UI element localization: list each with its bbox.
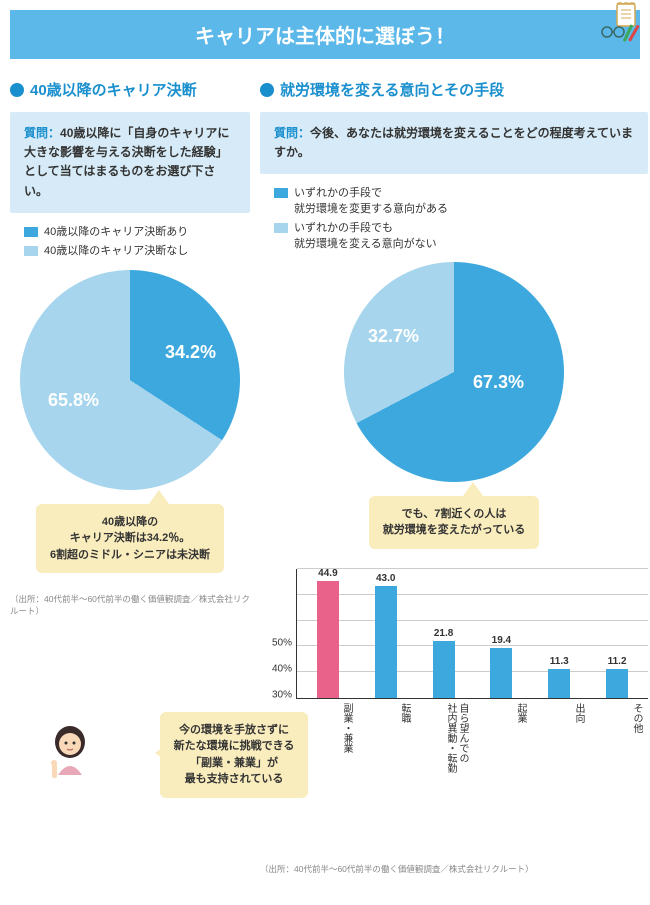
bar-labels: 副業・兼業転職自ら望んでの社内異動・転勤起業出向その他 [296,699,648,773]
left-question-box: 質問：40歳以降に「自身のキャリアに大きな影響を与える決断をした経験」として当て… [10,112,250,213]
bullet-icon [10,83,24,97]
right-question-box: 質問：今後、あなたは就労環境を変えることをどの程度考えていますか。 [260,112,648,174]
bar-chart: 0%10%20%30%40%50% 44.943.021.819.411.311… [260,569,648,773]
right-legend: いずれかの手段で就労環境を変更する意向がある いずれかの手段でも就労環境を変える… [274,186,648,252]
legend-label: 40歳以降のキャリア決断なし [44,244,188,259]
right-section-title: 就労環境を変える意向とその手段 [260,79,648,100]
person-avatar-icon [40,720,100,790]
page-header: キャリアは主体的に選ぼう！ [10,10,640,59]
left-pie: 34.2% 65.8% [10,270,250,490]
bar [548,669,570,698]
y-tick-label: 50% [272,637,292,648]
bar-value-label: 11.2 [608,656,627,667]
left-section-title: 40歳以降のキャリア決断 [10,79,250,100]
legend-label: 40歳以降のキャリア決断あり [44,225,188,240]
legend-label: いずれかの手段でも就労環境を変える意向がない [294,221,437,252]
bar-label: 起業 [476,703,526,773]
legend-label: いずれかの手段で就労環境を変更する意向がある [294,186,448,217]
bar-column: 19.4 [476,635,526,698]
right-column: 就労環境を変える意向とその手段 質問：今後、あなたは就労環境を変えることをどの程… [260,79,648,875]
right-q-text: 今後、あなたは就労環境を変えることをどの程度考えていますか。 [274,126,633,159]
left-legend: 40歳以降のキャリア決断あり 40歳以降のキャリア決断なし [24,225,250,260]
right-q-label: 質問： [274,126,310,140]
bar-label: その他 [592,703,642,773]
legend-swatch [24,227,38,237]
bar-value-label: 43.0 [376,573,395,584]
right-title-text: 就労環境を変える意向とその手段 [280,79,504,100]
bar-column: 21.8 [419,628,469,698]
right-pie: 67.3% 32.7% [334,262,574,482]
pie-slice-label: 67.3% [473,372,524,393]
bar-value-label: 21.8 [434,628,453,639]
legend-swatch [274,188,288,198]
pie-slice-label: 65.8% [48,390,99,411]
legend-swatch [274,223,288,233]
bar [375,586,397,698]
left-source: （出所：40代前半～60代前半の働く価値観調査／株式会社リクルート） [10,593,250,617]
y-tick-label: 30% [272,689,292,700]
left-q-label: 質問： [24,126,60,140]
header-title: キャリアは主体的に選ぼう！ [195,26,455,48]
left-callout: 40歳以降のキャリア決断は34.2％。6割超のミドル・シニアは未決断 [36,504,224,574]
bar [490,648,512,698]
bottom-callout: 今の環境を手放さずに新たな環境に挑戦できる「副業・兼業」が最も支持されている [160,712,309,798]
header-decor-icons [595,2,645,42]
bar-label: 副業・兼業 [302,703,352,773]
left-title-text: 40歳以降のキャリア決断 [30,79,197,100]
bar-label: 出向 [534,703,584,773]
callout-text: 40歳以降のキャリア決断は34.2％。6割超のミドル・シニアは未決断 [50,516,210,561]
bar-label: 転職 [360,703,410,773]
bar-column: 11.2 [592,656,642,698]
bar [606,669,628,698]
bar-value-label: 11.3 [550,656,569,667]
pie-slice-label: 32.7% [368,326,419,347]
callout-text: でも、7割近くの人は就労環境を変えたがっている [383,508,525,537]
right-callout: でも、7割近くの人は就労環境を変えたがっている [369,496,539,549]
callout-text: 今の環境を手放さずに新たな環境に挑戦できる「副業・兼業」が最も支持されている [174,724,295,786]
bar-column: 43.0 [361,573,411,698]
bar-column: 11.3 [534,656,584,698]
bar-column: 44.9 [303,568,353,698]
bar-label: 自ら望んでの社内異動・転勤 [418,703,468,773]
bar-value-label: 44.9 [318,568,337,579]
bars-area: 44.9 43.0 21.8 19.4 11.3 11.2 [296,569,648,699]
bar [433,641,455,698]
bullet-icon [260,83,274,97]
pie-slice-label: 34.2% [165,342,216,363]
right-source: （出所：40代前半～60代前半の働く価値観調査／株式会社リクルート） [260,863,648,875]
legend-swatch [24,246,38,256]
y-tick-label: 40% [272,663,292,674]
bar-value-label: 19.4 [492,635,511,646]
bar [317,581,339,698]
